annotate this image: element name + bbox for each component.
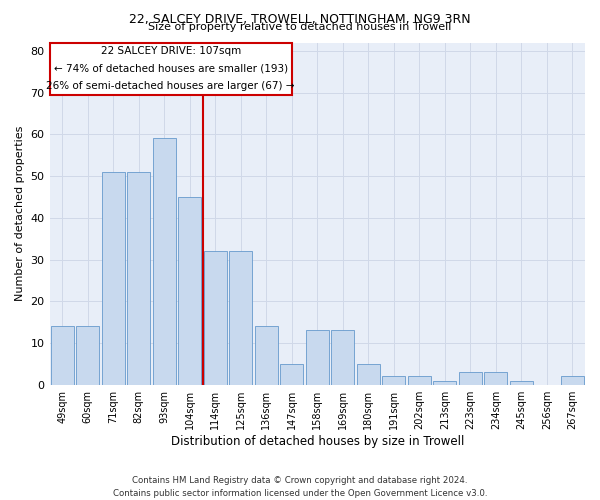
Bar [357,364,380,384]
Text: Contains HM Land Registry data © Crown copyright and database right 2024.
Contai: Contains HM Land Registry data © Crown c… [113,476,487,498]
Bar [510,380,533,384]
Bar [204,251,227,384]
Bar [255,326,278,384]
Bar [408,376,431,384]
Text: 22 SALCEY DRIVE: 107sqm: 22 SALCEY DRIVE: 107sqm [101,46,241,56]
Text: 22, SALCEY DRIVE, TROWELL, NOTTINGHAM, NG9 3RN: 22, SALCEY DRIVE, TROWELL, NOTTINGHAM, N… [129,12,471,26]
Bar [51,326,74,384]
Text: ← 74% of detached houses are smaller (193): ← 74% of detached houses are smaller (19… [53,64,288,74]
FancyBboxPatch shape [50,42,292,94]
Bar [306,330,329,384]
Bar [484,372,507,384]
Bar [153,138,176,384]
Bar [382,376,405,384]
Bar [331,330,354,384]
Bar [127,172,150,384]
Bar [102,172,125,384]
Text: 26% of semi-detached houses are larger (67) →: 26% of semi-detached houses are larger (… [46,81,295,91]
Bar [433,380,456,384]
Bar [280,364,303,384]
Text: Size of property relative to detached houses in Trowell: Size of property relative to detached ho… [148,22,452,32]
Y-axis label: Number of detached properties: Number of detached properties [15,126,25,302]
Bar [76,326,99,384]
Bar [178,197,201,384]
Bar [229,251,252,384]
X-axis label: Distribution of detached houses by size in Trowell: Distribution of detached houses by size … [170,434,464,448]
Bar [561,376,584,384]
Bar [459,372,482,384]
